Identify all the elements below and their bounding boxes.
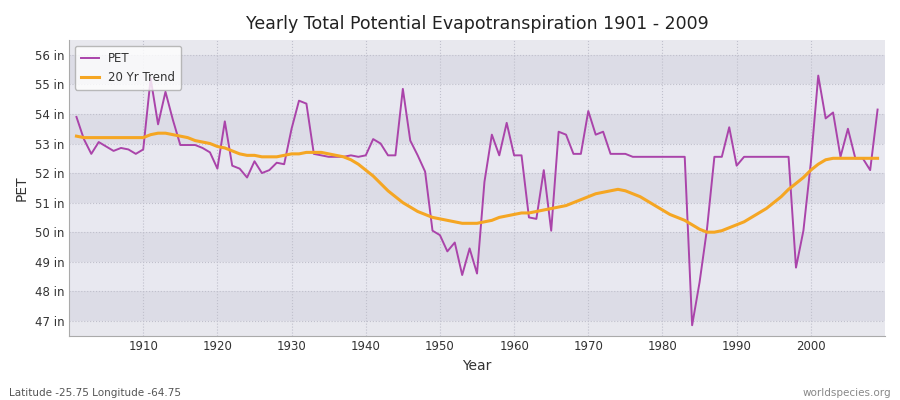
Bar [69,262,885,291]
Title: Yearly Total Potential Evapotranspiration 1901 - 2009: Yearly Total Potential Evapotranspiratio… [246,15,708,33]
Text: worldspecies.org: worldspecies.org [803,388,891,398]
PET [687,323,698,328]
20 Yr Trend [130,135,141,140]
PET [338,154,349,159]
Bar [69,173,885,203]
20 Yr Trend [346,157,356,162]
Bar [69,291,885,321]
PET [130,152,141,156]
PET [508,153,519,158]
Bar [69,114,885,144]
PET [598,129,608,134]
PET [501,120,512,125]
PET [872,107,883,112]
PET [293,98,304,103]
Text: Latitude -25.75 Longitude -64.75: Latitude -25.75 Longitude -64.75 [9,388,181,398]
Line: PET: PET [76,76,878,325]
20 Yr Trend [508,212,519,217]
Bar [69,84,885,114]
20 Yr Trend [516,210,526,215]
Legend: PET, 20 Yr Trend: PET, 20 Yr Trend [75,46,181,90]
20 Yr Trend [702,230,713,234]
20 Yr Trend [71,134,82,138]
20 Yr Trend [872,156,883,161]
Bar [69,144,885,173]
20 Yr Trend [605,188,616,193]
PET [71,114,82,119]
20 Yr Trend [301,150,311,155]
Bar [69,55,885,84]
Bar [69,232,885,262]
Line: 20 Yr Trend: 20 Yr Trend [76,133,878,232]
Y-axis label: PET: PET [15,175,29,201]
PET [813,73,824,78]
20 Yr Trend [153,131,164,136]
Bar [69,203,885,232]
X-axis label: Year: Year [463,359,491,373]
